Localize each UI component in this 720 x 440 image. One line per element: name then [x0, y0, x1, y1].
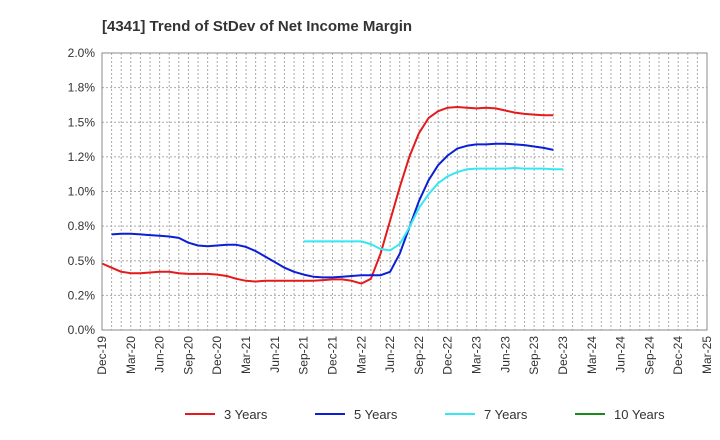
- x-tick-label: Dec-22: [441, 336, 455, 375]
- y-tick-label: 0.5%: [68, 254, 96, 268]
- series-lines: [101, 106, 563, 285]
- y-tick-label: 1.0%: [68, 185, 96, 199]
- x-tick-label: Jun-20: [153, 336, 167, 373]
- series-line-7-years: [303, 167, 563, 252]
- plot-area-border: [101, 52, 708, 331]
- x-tick-label: Dec-23: [556, 336, 570, 375]
- y-tick-label: 0.8%: [68, 219, 96, 233]
- y-axis-ticks: 0.0% 0.2% 0.5% 0.8% 1.0% 1.2% 1.5% 1.8% 2.0%: [68, 46, 96, 337]
- x-axis-ticks: Dec-19 Mar-20 Jun-20 Sep-20 Dec-20 Mar-21 Jun-…: [95, 336, 714, 375]
- x-tick-label: Jun-22: [383, 336, 397, 373]
- x-tick-label: Sep-24: [642, 336, 656, 375]
- x-tick-label: Sep-22: [412, 336, 426, 375]
- legend-label: 10 Years: [614, 407, 665, 422]
- series-line-3-years: [101, 106, 554, 285]
- legend-label: 7 Years: [484, 407, 528, 422]
- y-tick-label: 1.8%: [68, 81, 96, 95]
- y-tick-label: 1.5%: [68, 115, 96, 129]
- y-tick-label: 0.0%: [68, 323, 96, 337]
- x-tick-label: Mar-25: [700, 336, 714, 374]
- x-tick-label: Mar-24: [585, 336, 599, 374]
- x-tick-label: Sep-23: [527, 336, 541, 375]
- x-tick-label: Dec-20: [210, 336, 224, 375]
- x-tick-label: Jun-24: [614, 336, 628, 373]
- y-tick-label: 2.0%: [68, 46, 96, 60]
- x-tick-label: Mar-20: [124, 336, 138, 374]
- x-tick-label: Mar-22: [354, 336, 368, 374]
- grid: [102, 52, 707, 331]
- chart-title: [4341] Trend of StDev of Net Income Marg…: [102, 18, 412, 35]
- series-line-5-years: [111, 142, 554, 279]
- legend: 3 Years 5 Years 7 Years 10 Years: [185, 407, 665, 422]
- x-tick-label: Sep-20: [181, 336, 195, 375]
- x-tick-label: Dec-24: [671, 336, 685, 375]
- legend-label: 5 Years: [354, 407, 398, 422]
- x-tick-label: Mar-21: [239, 336, 253, 374]
- legend-label: 3 Years: [224, 407, 268, 422]
- x-tick-label: Dec-19: [95, 336, 109, 375]
- y-tick-label: 0.2%: [68, 288, 96, 302]
- x-tick-label: Jun-21: [268, 336, 282, 373]
- y-tick-label: 1.2%: [68, 150, 96, 164]
- x-tick-label: Jun-23: [498, 336, 512, 373]
- x-tick-label: Mar-23: [470, 336, 484, 374]
- x-tick-label: Dec-21: [325, 336, 339, 375]
- x-tick-label: Sep-21: [297, 336, 311, 375]
